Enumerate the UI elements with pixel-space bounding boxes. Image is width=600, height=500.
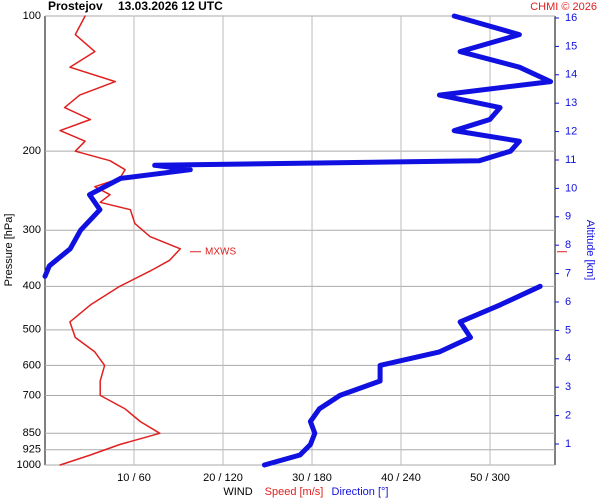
speed-label: Speed [m/s] [265,486,324,498]
y-tick-label: 700 [23,389,41,401]
x-tick-label: 40 / 240 [381,472,421,484]
y2-tick-label: 14 [565,69,577,81]
y2-tick-label: 12 [565,125,577,137]
y-axis-label: Pressure [hPa] [3,214,15,287]
x-tick-label: 30 / 180 [292,472,332,484]
y-tick-label: 925 [23,444,41,456]
x-tick-label: 20 / 120 [203,472,243,484]
y2-tick-label: 2 [565,409,571,421]
chart-subtitle: 13.03.2026 12 UTC [118,0,223,13]
y2-tick-label: 9 [565,211,571,223]
y-tick-label: 1000 [17,459,41,471]
y2-tick-label: 10 [565,182,577,194]
x-axis-label: WIND [223,486,252,498]
direction-label: Direction [°] [332,486,389,498]
x-tick-label: 50 / 300 [470,472,510,484]
x-tick-label: 10 / 60 [117,472,151,484]
y2-tick-label: 8 [565,239,571,251]
chart-title: Prostejov [48,0,103,13]
y2-tick-label: 5 [565,324,571,336]
y-tick-label: 200 [23,145,41,157]
direction-line [42,13,554,468]
y2-tick-label: 15 [565,40,577,52]
y-tick-label: 300 [23,224,41,236]
y-tick-label: 850 [23,427,41,439]
y2-tick-label: 3 [565,381,571,393]
y2-tick-label: 1 [565,438,571,450]
speed-line [59,15,182,466]
y2-tick-label: 16 [565,12,577,24]
y-tick-label: 500 [23,324,41,336]
y2-tick-label: 7 [565,267,571,279]
y2-tick-label: 6 [565,296,571,308]
y-tick-label: 100 [23,10,41,22]
y2-axis-label: Altitude [km] [584,220,596,281]
y-tick-label: 400 [23,280,41,292]
y2-tick-label: 11 [565,154,576,166]
y-tick-label: 600 [23,359,41,371]
y2-tick-label: 4 [565,353,571,365]
y2-tick-label: 13 [565,97,577,109]
annotation: MXWS [205,246,236,257]
credit: CHMI © 2026 [530,1,597,13]
